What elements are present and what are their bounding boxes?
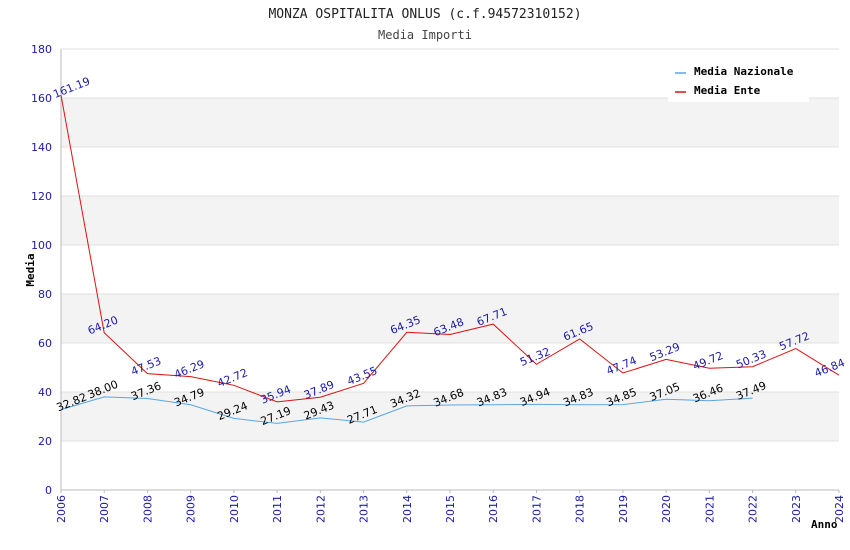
x-tick-label: 2020 [660, 495, 673, 523]
y-tick-label: 160 [31, 92, 52, 105]
x-tick-label: 2007 [98, 495, 111, 523]
x-tick-label: 2009 [185, 495, 198, 523]
data-label: 43.55 [345, 364, 379, 388]
y-tick-labels: 0 20 40 60 80 100 120 140 160 180 [31, 43, 52, 497]
series-line-media-ente [60, 95, 840, 403]
x-tick-label: 2012 [314, 495, 327, 523]
x-tick-label: 2011 [271, 495, 284, 523]
y-axis-label: Media [24, 253, 37, 286]
y-tick-label: 40 [38, 386, 52, 399]
y-tick-label: 80 [38, 288, 52, 301]
x-tick-label: 2023 [790, 495, 803, 523]
y-tick-label: 60 [38, 337, 52, 350]
y-tick-label: 140 [31, 141, 52, 154]
x-tick-label: 2018 [574, 495, 587, 523]
y-tick-label: 120 [31, 190, 52, 203]
legend: Media Nazionale Media Ente [668, 58, 809, 102]
data-label: 42.72 [216, 366, 250, 390]
x-tick-labels: 2006 2007 2008 2009 2010 2011 2012 2013 2014 2015… [55, 495, 846, 523]
grid-band [61, 196, 839, 245]
data-label: 161.19 [51, 75, 92, 101]
data-label: 46.84 [813, 356, 847, 380]
data-label: 47.74 [605, 354, 639, 378]
y-tick-label: 100 [31, 239, 52, 252]
grid-band [61, 392, 839, 441]
data-label: 50.33 [734, 348, 768, 372]
legend-label-media-ente: Media Ente [694, 84, 761, 97]
x-axis-label: Anno [811, 518, 838, 531]
chart-title: MONZA OSPITALITA ONLUS (c.f.94572310152) [268, 7, 581, 22]
x-tick-label: 2024 [833, 495, 846, 523]
data-label: 51.32 [518, 345, 552, 369]
y-tick-label: 180 [31, 43, 52, 56]
x-tick-label: 2015 [444, 495, 457, 523]
x-tick-label: 2016 [487, 495, 500, 523]
grid-band [61, 294, 839, 343]
grid-band [61, 98, 839, 147]
legend-background [668, 58, 809, 102]
x-tick-label: 2010 [228, 495, 241, 523]
x-tick-label: 2022 [747, 495, 760, 523]
axes [60, 49, 840, 493]
data-label: 53.29 [648, 340, 682, 364]
x-tick-label: 2008 [141, 495, 154, 523]
x-tick-label: 2014 [401, 495, 414, 523]
x-tick-label: 2013 [358, 495, 371, 523]
data-label: 49.72 [691, 349, 725, 373]
background-bands [61, 98, 839, 441]
legend-label-media-nazionale: Media Nazionale [694, 65, 794, 78]
data-label: 46.29 [172, 357, 206, 381]
chart-subtitle: Media Importi [378, 28, 472, 42]
y-tick-label: 0 [45, 484, 52, 497]
y-tick-label: 20 [38, 435, 52, 448]
x-tick-label: 2019 [617, 495, 630, 523]
series-lines [60, 95, 840, 424]
x-tick-label: 2017 [530, 495, 543, 523]
series-line-media-nazionale [60, 396, 753, 424]
x-tick-label: 2006 [55, 495, 68, 523]
x-tick-label: 2021 [703, 495, 716, 523]
